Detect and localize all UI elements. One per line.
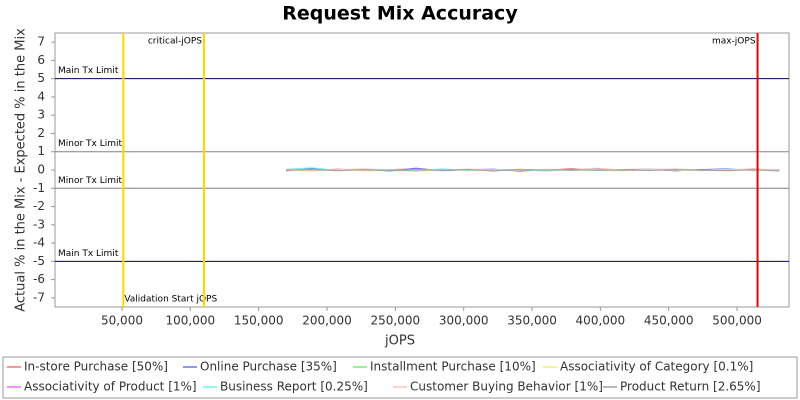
legend xyxy=(2,356,798,399)
y-tick-label: -4 xyxy=(33,236,45,250)
series-line xyxy=(285,168,780,172)
reference-label: Minor Tx Limit xyxy=(58,139,123,149)
x-tick-label: 500,000 xyxy=(712,314,762,328)
x-tick-label: 450,000 xyxy=(644,314,694,328)
x-tick-label: 250,000 xyxy=(371,314,421,328)
y-tick-label: -3 xyxy=(33,217,45,231)
marker-label: Validation Start jOPS xyxy=(124,295,217,305)
y-tick-label: 1 xyxy=(37,144,45,158)
legend-label: Business Report [0.25%] xyxy=(220,380,368,394)
x-tick-label: 150,000 xyxy=(234,314,284,328)
y-tick-label: -1 xyxy=(33,181,45,195)
legend-label: Online Purchase [35%] xyxy=(200,360,337,374)
y-tick-label: 2 xyxy=(37,126,45,140)
x-tick-label: 200,000 xyxy=(302,314,352,328)
marker-label: critical-jOPS xyxy=(148,37,202,47)
legend-label: Installment Purchase [10%] xyxy=(370,360,536,374)
x-tick-label: 100,000 xyxy=(166,314,216,328)
y-tick-label: 6 xyxy=(37,53,45,67)
chart-title: Request Mix Accuracy xyxy=(282,3,518,25)
y-tick-label: -6 xyxy=(33,272,45,286)
x-tick-label: 400,000 xyxy=(576,314,626,328)
y-tick-label: -5 xyxy=(33,254,45,268)
reference-label: Minor Tx Limit xyxy=(58,176,123,186)
x-tick-label: 350,000 xyxy=(507,314,557,328)
reference-label: Main Tx Limit xyxy=(58,66,119,76)
legend-label: Product Return [2.65%] xyxy=(620,380,761,394)
y-tick-label: 0 xyxy=(37,163,45,177)
y-tick-label: 3 xyxy=(37,108,45,122)
legend-label: Customer Buying Behavior [1%] xyxy=(410,380,603,394)
x-tick-label: 300,000 xyxy=(439,314,489,328)
legend-label: Associativity of Product [1%] xyxy=(24,380,197,394)
reference-label: Main Tx Limit xyxy=(58,249,119,259)
y-tick-label: 7 xyxy=(37,35,45,49)
legend-label: In-store Purchase [50%] xyxy=(24,360,168,374)
y-tick-label: 5 xyxy=(37,71,45,85)
marker-label: max-jOPS xyxy=(712,37,756,47)
legend-label: Associativity of Category [0.1%] xyxy=(560,360,753,374)
x-axis-label: jOPS xyxy=(384,334,415,349)
y-axis-label: Actual % in the Mix - Expected % in the … xyxy=(14,28,29,312)
y-tick-label: -7 xyxy=(33,290,45,304)
x-tick-label: 50,000 xyxy=(101,314,143,328)
y-tick-label: 4 xyxy=(37,89,45,103)
y-tick-label: -2 xyxy=(33,199,45,213)
